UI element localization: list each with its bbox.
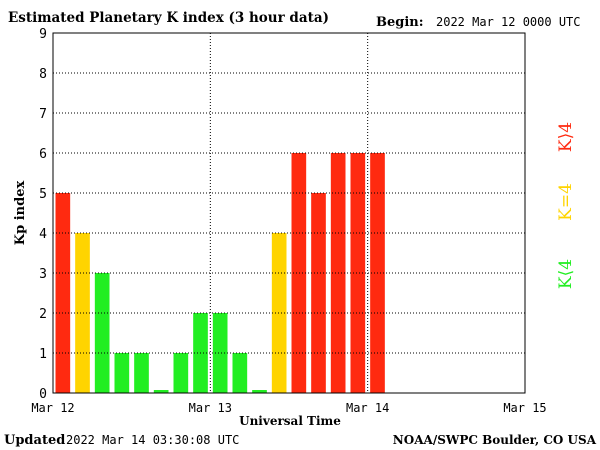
kp-bar	[114, 353, 130, 393]
x-tick-label: Mar 15	[503, 401, 546, 415]
legend-low: K⟨4	[556, 259, 576, 289]
y-tick-label: 9	[39, 27, 47, 42]
y-tick-labels: 0 1 2 3 4 5 6 7 8 9	[39, 27, 47, 402]
x-tick-label: Mar 13	[189, 401, 232, 415]
y-tick-label: 2	[39, 307, 47, 322]
kp-bar	[94, 273, 110, 393]
kp-bar	[173, 353, 189, 393]
grid-layer	[53, 33, 525, 393]
y-tick-label: 4	[39, 227, 47, 242]
legend-high: K⟩4	[556, 122, 576, 152]
kp-bar	[252, 390, 267, 393]
y-tick-label: 6	[39, 147, 47, 162]
updated-value: 2022 Mar 14 03:30:08 UTC	[66, 433, 239, 447]
kp-bar	[212, 313, 228, 393]
y-tick-label: 3	[39, 267, 47, 282]
x-tick-label: Mar 14	[346, 401, 389, 415]
begin-value: 2022 Mar 12 0000 UTC	[436, 15, 581, 29]
kp-bar	[291, 153, 307, 393]
y-tick-label: 1	[39, 347, 47, 362]
updated-label: Updated	[4, 433, 65, 448]
source-credit: NOAA/SWPC Boulder, CO USA	[393, 433, 597, 447]
y-axis-label: Kp index	[13, 181, 28, 246]
y-tick-label: 0	[39, 387, 47, 402]
kp-bar	[55, 193, 71, 393]
chart-title: Estimated Planetary K index (3 hour data…	[8, 10, 329, 26]
x-tick-label: Mar 12	[31, 401, 74, 415]
kp-bar	[134, 353, 149, 393]
plot-frame	[52, 32, 526, 394]
legend-mid: K=4	[556, 183, 576, 221]
kp-bar	[350, 153, 366, 393]
y-tick-label: 7	[39, 107, 47, 122]
y-tick-label: 8	[39, 67, 47, 82]
x-axis-label: Universal Time	[239, 414, 341, 428]
kp-bar	[311, 193, 326, 393]
kp-bar	[232, 353, 248, 393]
begin-label: Begin:	[376, 15, 424, 30]
y-tick-label: 5	[39, 187, 47, 202]
bars-layer	[55, 153, 385, 393]
kp-bar	[153, 390, 169, 393]
x-tick-labels: Mar 12 Mar 13 Mar 14 Mar 15	[31, 401, 546, 415]
